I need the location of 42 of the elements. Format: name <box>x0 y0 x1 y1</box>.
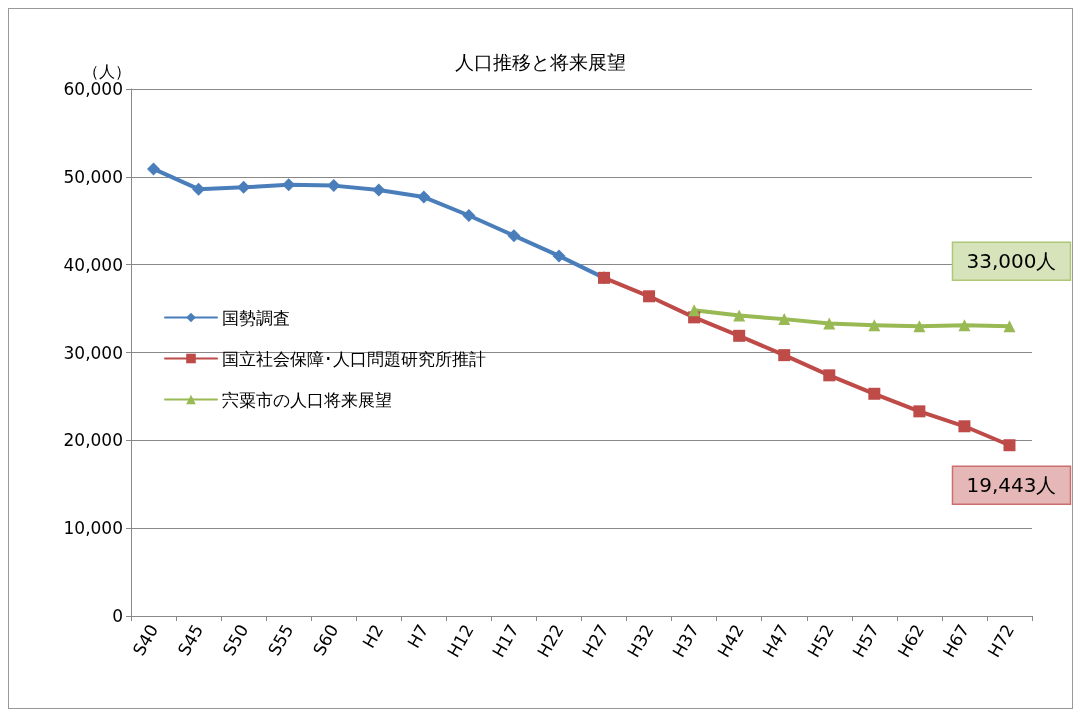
point <box>688 304 701 317</box>
y-tick-label: 30,000 <box>63 342 123 363</box>
y-tick-label: 50,000 <box>63 166 123 187</box>
point <box>823 317 836 330</box>
point <box>868 387 881 400</box>
legend-label: 国勢調査 <box>222 307 290 328</box>
point <box>733 329 746 342</box>
point <box>507 229 521 243</box>
annotation: 33,000人 <box>966 249 1057 274</box>
legend-label: 宍粟市の人口将来展望 <box>222 389 392 410</box>
point <box>327 179 341 193</box>
point <box>868 319 881 332</box>
y-tick-label: 60,000 <box>63 79 123 99</box>
point <box>282 178 296 192</box>
point <box>147 162 161 176</box>
point <box>733 309 746 322</box>
point <box>913 405 926 418</box>
point <box>958 420 971 433</box>
point <box>237 180 251 194</box>
y-tick-label: 10,000 <box>63 518 123 539</box>
point <box>958 319 971 332</box>
point <box>192 182 206 196</box>
chart-title: 人口推移と将来展望 <box>455 50 626 73</box>
point <box>417 190 431 204</box>
point <box>462 208 476 222</box>
x-tick-label: H7 <box>403 621 433 652</box>
y-tick-label: 0 <box>112 606 123 626</box>
point <box>823 369 836 382</box>
point <box>1003 320 1016 333</box>
annotation: 19,443人 <box>966 473 1057 498</box>
legend-label: 国立社会保障･人口問題研究所推計 <box>222 348 486 369</box>
point <box>913 320 926 333</box>
point <box>552 249 566 263</box>
point <box>778 349 791 362</box>
point <box>643 290 656 303</box>
x-tick-label: H2 <box>358 621 388 652</box>
point <box>1003 439 1016 452</box>
point <box>778 313 791 326</box>
y-axis-title: （人） <box>83 61 131 81</box>
y-tick-label: 20,000 <box>63 430 123 451</box>
point <box>372 183 386 197</box>
y-tick-label: 40,000 <box>63 254 123 275</box>
